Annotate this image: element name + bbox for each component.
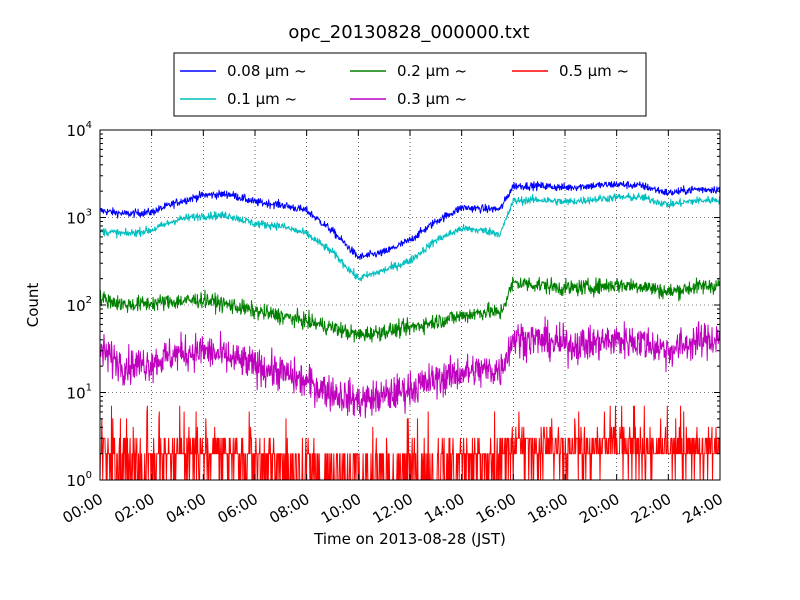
chart-title: opc_20130828_000000.txt bbox=[288, 22, 529, 43]
y-tick-label: 102 bbox=[67, 295, 92, 315]
series-line bbox=[100, 180, 720, 260]
x-tick-label: 08:00 bbox=[266, 490, 312, 527]
legend-label: 0.5 μm ~ bbox=[559, 62, 629, 80]
series-line bbox=[100, 192, 720, 282]
series-line bbox=[100, 316, 720, 419]
y-tick-label: 100 bbox=[67, 470, 92, 490]
legend-label: 0.2 μm ~ bbox=[397, 62, 467, 80]
x-tick-label: 00:00 bbox=[60, 490, 106, 527]
series-line bbox=[100, 405, 720, 480]
x-tick-label: 06:00 bbox=[215, 490, 261, 527]
y-tick-label: 103 bbox=[67, 208, 92, 228]
x-tick-label: 10:00 bbox=[318, 490, 364, 527]
x-tick-label: 16:00 bbox=[473, 490, 519, 527]
x-tick-label: 24:00 bbox=[680, 490, 726, 527]
x-tick-label: 12:00 bbox=[370, 490, 416, 527]
legend-box bbox=[173, 52, 647, 117]
legend-label: 0.3 μm ~ bbox=[397, 90, 467, 108]
grid bbox=[100, 130, 720, 480]
x-axis-label: Time on 2013-08-28 (JST) bbox=[313, 530, 506, 548]
x-tick-label: 14:00 bbox=[421, 490, 467, 527]
legend-label: 0.1 μm ~ bbox=[227, 90, 297, 108]
y-tick-labels: 100 101 102 103 104 bbox=[67, 120, 92, 490]
legend-label: 0.08 μm ~ bbox=[227, 62, 307, 80]
series-line bbox=[100, 276, 720, 343]
ticks bbox=[99, 129, 721, 481]
x-tick-label: 20:00 bbox=[576, 490, 622, 527]
x-tick-label: 02:00 bbox=[111, 490, 157, 527]
legend: 0.08 μm ~ 0.1 μm ~ 0.2 μm ~ 0.3 μm ~ 0.5 μm … bbox=[173, 52, 647, 117]
x-tick-label: 04:00 bbox=[163, 490, 209, 527]
plot-area bbox=[99, 129, 721, 481]
x-tick-label: 22:00 bbox=[628, 490, 674, 527]
y-tick-label: 101 bbox=[67, 383, 92, 403]
x-tick-label: 18:00 bbox=[525, 490, 571, 527]
series-layer bbox=[100, 180, 720, 480]
y-tick-label: 104 bbox=[67, 120, 92, 140]
x-tick-labels: 00:00 02:00 04:00 06:00 08:00 10:00 12:00 14:00… bbox=[60, 490, 726, 527]
y-axis-label: Count bbox=[24, 283, 42, 328]
